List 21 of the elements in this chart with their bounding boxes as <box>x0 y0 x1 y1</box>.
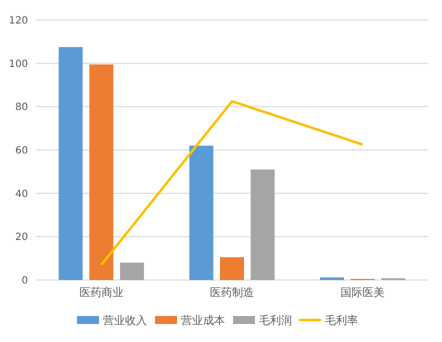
y-tick-label: 0 <box>22 276 28 286</box>
bar <box>120 262 144 280</box>
bar <box>250 170 275 280</box>
y-tick-label: 80 <box>15 102 28 114</box>
legend-label: 营业收入 <box>103 314 147 327</box>
x-tick-label: 医药制造 <box>210 286 254 299</box>
bar <box>58 47 83 280</box>
bar <box>189 146 214 280</box>
legend-label: 毛利润 <box>259 314 292 327</box>
bar <box>89 64 114 280</box>
bar <box>220 257 244 280</box>
legend-label: 毛利率 <box>325 314 358 327</box>
y-tick-label: 100 <box>8 58 28 70</box>
legend-label: 营业成本 <box>181 314 225 327</box>
x-tick-label: 国际医美 <box>340 286 385 299</box>
bar <box>320 277 344 280</box>
y-tick-label: 60 <box>15 146 28 156</box>
y-tick-label: 120 <box>8 16 28 26</box>
y-tick-label: 40 <box>15 188 28 200</box>
y-tick-label: 20 <box>15 232 28 244</box>
x-tick-label: 医药商业 <box>79 286 124 299</box>
